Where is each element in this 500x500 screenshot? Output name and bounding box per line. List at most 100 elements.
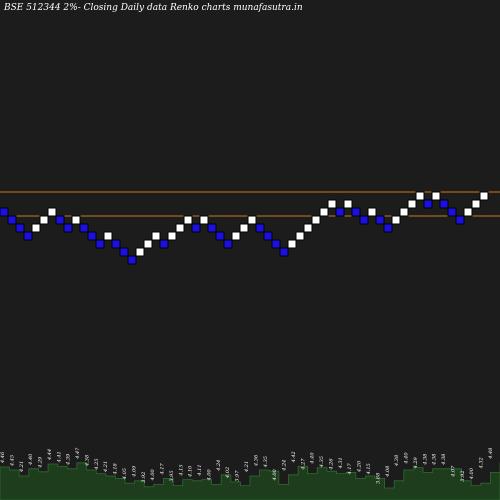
renko-brick-down (119, 247, 129, 257)
volume-label: 3.95 (169, 470, 175, 481)
renko-bricks (0, 191, 489, 265)
renko-brick-down (351, 207, 361, 217)
volume-label: 4.40 (28, 453, 34, 466)
volume-label: 4.38 (85, 455, 91, 467)
renko-brick-down (215, 231, 225, 241)
renko-brick-down (159, 239, 169, 249)
volume-label: 4.17 (160, 462, 166, 475)
renko-brick-down (455, 215, 465, 225)
renko-brick-down (0, 207, 9, 217)
renko-brick-down (207, 223, 217, 233)
renko-brick-down (191, 223, 201, 233)
renko-brick-up (471, 199, 481, 209)
volume-label: 4.15 (366, 463, 372, 475)
renko-brick-up (135, 247, 145, 257)
renko-brick-up (287, 239, 297, 249)
renko-brick-down (447, 207, 457, 217)
chart-title: BSE 512344 2%- Closing Daily data Renko … (3, 3, 303, 13)
volume-label: 4.26 (329, 458, 335, 471)
volume-label: 4.07 (451, 465, 457, 478)
volume-label: 4.38 (422, 454, 428, 466)
renko-brick-down (335, 207, 345, 217)
renko-brick-up (479, 191, 489, 201)
renko-brick-up (247, 215, 257, 225)
volume-label: 4.24 (216, 460, 222, 472)
renko-brick-down (383, 223, 393, 233)
volume-label: 4.21 (19, 461, 25, 473)
volume-label: 4.05 (122, 468, 128, 480)
volume-label: 4.36 (253, 454, 259, 467)
volume-area-shape (0, 462, 500, 500)
volume-area (0, 462, 500, 500)
renko-brick-down (23, 231, 33, 241)
volume-label: 4.20 (357, 460, 363, 473)
volume-label: 4.40 (310, 452, 316, 465)
renko-brick-down (423, 199, 433, 209)
volume-label: 4.29 (413, 456, 419, 469)
volume-label: 4.35 (263, 456, 269, 468)
renko-brick-down (111, 239, 121, 249)
volume-label: 4.21 (103, 461, 109, 473)
volume-label: 4.08 (385, 466, 391, 478)
renko-brick-up (103, 231, 113, 241)
renko-brick-down (7, 215, 17, 225)
renko-brick-up (415, 191, 425, 201)
renko-brick-down (359, 215, 369, 225)
volume-label: 4.41 (56, 451, 62, 463)
renko-brick-up (327, 199, 337, 209)
volume-label: 4.27 (300, 458, 306, 471)
volume-label: 4.18 (113, 463, 119, 475)
renko-brick-down (255, 223, 265, 233)
renko-brick-up (319, 207, 329, 217)
volume-label: 4.45 (9, 455, 15, 467)
renko-brick-up (431, 191, 441, 201)
renko-brick-up (39, 215, 49, 225)
renko-brick-up (399, 207, 409, 217)
renko-brick-down (87, 231, 97, 241)
renko-brick-down (279, 247, 289, 257)
volume-label: 4.44 (47, 449, 53, 461)
renko-brick-up (311, 215, 321, 225)
renko-brick-up (47, 207, 57, 217)
volume-label: 4.21 (244, 461, 250, 473)
volume-label: 4.24 (282, 460, 288, 472)
renko-brick-up (343, 199, 353, 209)
renko-brick-up (183, 215, 193, 225)
renko-brick-down (15, 223, 25, 233)
renko-brick-down (127, 255, 137, 265)
volume-label: 4.47 (75, 447, 81, 460)
volume-label: 4.38 (394, 455, 400, 467)
volume-label: 4.29 (38, 456, 44, 469)
renko-brick-up (239, 223, 249, 233)
renko-brick-up (71, 215, 81, 225)
volume-label: 4.00 (150, 468, 156, 481)
renko-brick-down (55, 215, 65, 225)
renko-brick-down (263, 231, 273, 241)
renko-brick-up (407, 199, 417, 209)
renko-brick-up (463, 207, 473, 217)
renko-brick-down (95, 239, 105, 249)
renko-brick-down (271, 239, 281, 249)
renko-brick-up (167, 231, 177, 241)
renko-brick-up (367, 207, 377, 217)
volume-label: 4.15 (178, 464, 184, 476)
renko-brick-up (231, 231, 241, 241)
volume-label: 4.10 (188, 465, 194, 478)
volume-label: 4.32 (479, 457, 485, 469)
renko-brick-up (151, 231, 161, 241)
renko-brick-up (303, 223, 313, 233)
volume-label: 4.17 (347, 462, 353, 475)
volume-label: 4.09 (131, 465, 137, 478)
volume-label: 3.92 (460, 470, 466, 481)
renko-brick-up (199, 215, 209, 225)
renko-brick-down (79, 223, 89, 233)
volume-label: 4.00 (469, 467, 475, 480)
volume-labels: 4.46 4.454.214.40 4.294.44 4.41 4.394.474.38… (0, 447, 494, 484)
volume-label: 4.39 (66, 453, 72, 466)
renko-brick-down (439, 199, 449, 209)
volume-label: 4.38 (432, 454, 438, 466)
volume-label: 4.00 (272, 468, 278, 481)
renko-brick-up (31, 223, 41, 233)
